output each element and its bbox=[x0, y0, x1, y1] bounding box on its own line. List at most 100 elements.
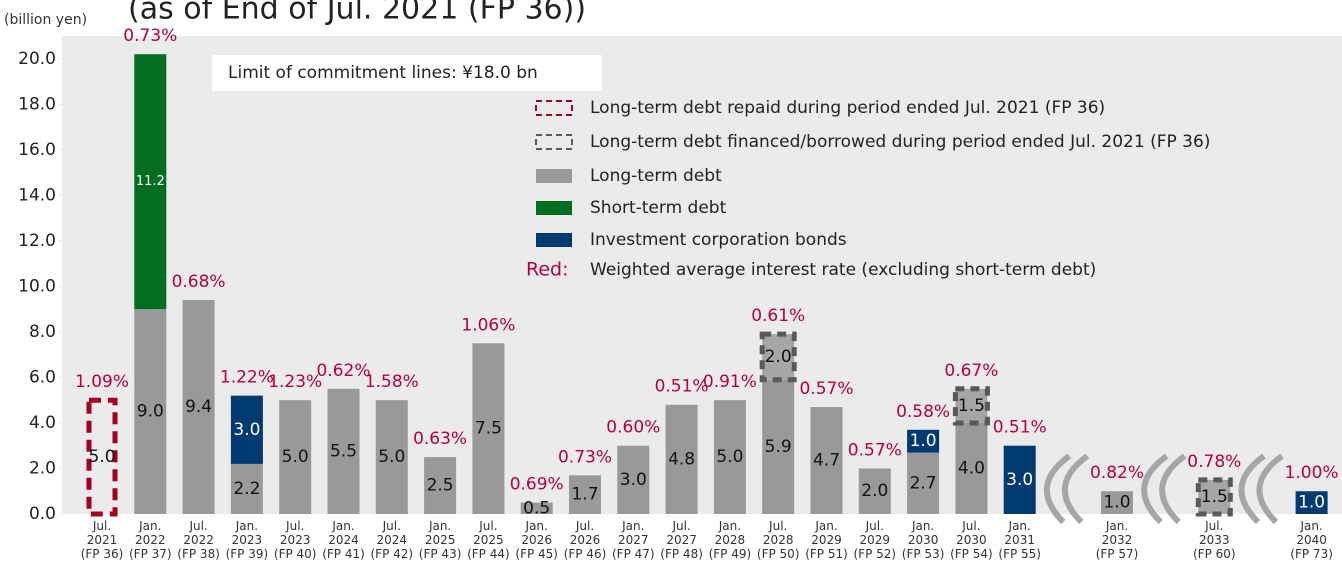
x-tick-label: Jan. 2029 (FP 51) bbox=[805, 519, 848, 561]
y-tick-label: 6.0 bbox=[29, 367, 56, 387]
x-tick-label: Jan. 2031 (FP 55) bbox=[998, 519, 1041, 561]
bar-segment bbox=[665, 404, 698, 514]
rate-label: 1.58% bbox=[365, 372, 419, 392]
bar-segment bbox=[375, 400, 408, 514]
bar-segment bbox=[907, 452, 940, 514]
rate-label: 0.63% bbox=[413, 429, 467, 449]
y-tick-label: 16.0 bbox=[18, 140, 56, 160]
bar-segment bbox=[520, 502, 553, 514]
data-label: 5.0 bbox=[378, 447, 405, 467]
rate-label: 1.09% bbox=[75, 372, 129, 392]
bar-segment bbox=[134, 54, 167, 310]
rate-label: 0.67% bbox=[944, 361, 998, 381]
data-label: 11.2 bbox=[136, 174, 165, 189]
x-tick-label: Jan. 2026 (FP 45) bbox=[515, 519, 558, 561]
legend-label: Long-term debt repaid during period ende… bbox=[590, 98, 1105, 118]
data-label: 2.0 bbox=[861, 481, 888, 501]
bar-segment bbox=[762, 379, 795, 514]
x-tick-label: Jul. 2030 (FP 54) bbox=[950, 519, 993, 561]
y-tick-label: 4.0 bbox=[29, 413, 56, 433]
bar-segment bbox=[230, 463, 263, 514]
data-label: 2.5 bbox=[427, 476, 454, 496]
bar-segment bbox=[955, 422, 988, 514]
y-tick-label: 20.0 bbox=[18, 49, 56, 69]
rate-label: 0.51% bbox=[655, 377, 709, 397]
legend-label: Short-term debt bbox=[590, 198, 727, 218]
bar-segment bbox=[230, 395, 263, 464]
rate-label: 0.58% bbox=[896, 402, 950, 422]
legend-swatch bbox=[536, 201, 572, 215]
x-tick-label: Jan. 2027 (FP 47) bbox=[612, 519, 655, 561]
data-label: 1.5 bbox=[958, 396, 985, 416]
rate-label: 0.78% bbox=[1187, 452, 1241, 472]
bar-segment bbox=[279, 400, 312, 514]
bar-segment bbox=[424, 457, 457, 514]
x-tick-label: Jan. 2023 (FP 39) bbox=[226, 519, 269, 561]
legend-label: Weighted average interest rate (excludin… bbox=[590, 260, 1096, 280]
axis-break bbox=[1141, 453, 1169, 525]
y-tick-label: 18.0 bbox=[18, 94, 56, 114]
x-tick-label: Jan. 2028 (FP 49) bbox=[709, 519, 752, 561]
bar-segment bbox=[713, 400, 746, 514]
rate-label: 0.69% bbox=[510, 475, 564, 495]
data-label: 1.0 bbox=[1103, 493, 1130, 513]
bar-segment bbox=[182, 300, 215, 514]
annotation-box bbox=[212, 55, 602, 91]
y-tick-label: 12.0 bbox=[18, 231, 56, 251]
data-label: 4.8 bbox=[668, 449, 695, 469]
rate-label: 1.06% bbox=[461, 315, 515, 335]
x-tick-label: Jan. 2024 (FP 41) bbox=[322, 519, 365, 561]
bar-segment bbox=[1195, 477, 1233, 517]
y-tick-label: 8.0 bbox=[29, 322, 56, 342]
legend-swatch bbox=[535, 100, 573, 116]
chart-title: (as of End of Jul. 2021 (FP 36)) bbox=[128, 0, 586, 27]
bar-segment bbox=[1101, 491, 1133, 514]
bar-segment bbox=[134, 309, 167, 514]
data-label: 4.7 bbox=[813, 451, 840, 471]
x-tick-label: Jul. 2026 (FP 46) bbox=[564, 519, 607, 561]
data-label: 9.0 bbox=[137, 402, 164, 422]
x-tick-label: Jul. 2028 (FP 50) bbox=[757, 519, 800, 561]
legend-label: Long-term debt bbox=[590, 166, 722, 186]
axis-break bbox=[1238, 453, 1266, 525]
rate-label: 0.57% bbox=[848, 440, 902, 460]
x-tick-label: Jul. 2022 (FP 38) bbox=[177, 519, 220, 561]
data-label: 7.5 bbox=[475, 419, 502, 439]
bar-segment bbox=[1003, 445, 1036, 514]
bar-segment bbox=[617, 445, 650, 514]
data-label: 3.0 bbox=[1006, 470, 1033, 490]
rate-label: 0.60% bbox=[606, 418, 660, 438]
legend-swatch bbox=[535, 134, 573, 150]
legend-label: Long-term debt financed/borrowed during … bbox=[590, 132, 1210, 152]
x-tick-label: Jul. 2033 (FP 60) bbox=[1193, 519, 1236, 561]
x-tick-label: Jan. 2032 (FP 57) bbox=[1096, 519, 1139, 561]
bar-segment bbox=[472, 343, 505, 514]
bar-segment bbox=[759, 331, 797, 383]
y-tick-label: 0.0 bbox=[29, 504, 56, 524]
y-tick-label: 10.0 bbox=[18, 276, 56, 296]
rate-label: 1.22% bbox=[220, 368, 274, 388]
legend-swatch bbox=[536, 233, 572, 247]
x-tick-label: Jan. 2022 (FP 37) bbox=[129, 519, 172, 561]
x-tick-label: Jul. 2021 (FP 36) bbox=[81, 519, 124, 561]
data-label: 1.7 bbox=[571, 485, 598, 505]
y-tick-label: 14.0 bbox=[18, 185, 56, 205]
rate-label: 0.73% bbox=[558, 447, 612, 467]
x-tick-label: Jan. 2030 (FP 53) bbox=[902, 519, 945, 561]
axis-break bbox=[1043, 453, 1072, 525]
axis-break bbox=[1256, 453, 1284, 525]
data-label: 3.0 bbox=[620, 470, 647, 490]
bar-segment bbox=[907, 429, 940, 453]
x-tick-label: Jul. 2025 (FP 44) bbox=[467, 519, 510, 561]
bar-segment bbox=[569, 475, 601, 514]
repaid-bar bbox=[86, 397, 118, 517]
x-tick-label: Jan. 2040 (FP 73) bbox=[1290, 519, 1333, 561]
bar-segment bbox=[810, 407, 843, 514]
axis-break bbox=[1159, 453, 1187, 525]
rate-label: 0.51% bbox=[993, 418, 1047, 438]
data-label: 2.2 bbox=[233, 479, 260, 499]
data-label: 9.4 bbox=[185, 397, 212, 417]
data-label: 2.0 bbox=[765, 347, 792, 367]
rate-label: 0.73% bbox=[123, 26, 177, 46]
